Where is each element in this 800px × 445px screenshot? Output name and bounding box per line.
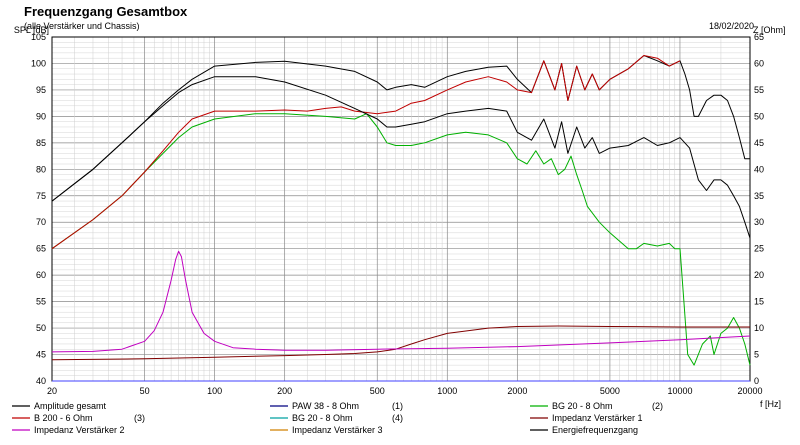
y-tick-label: 75	[36, 191, 46, 201]
y2-tick-label: 45	[754, 138, 764, 148]
y-tick-label: 85	[36, 138, 46, 148]
legend-label-5: BG 20 - 8 Ohm	[292, 413, 353, 423]
x-tick-label: 20000	[737, 386, 762, 396]
y2-tick-label: 0	[754, 376, 759, 386]
x-tick-label: 20	[47, 386, 57, 396]
y2-tick-label: 65	[754, 32, 764, 42]
y-tick-label: 70	[36, 217, 46, 227]
series-line-7	[51, 250, 751, 353]
series-line-4	[51, 55, 681, 250]
series-line-1	[51, 55, 750, 202]
grid-lines	[51, 36, 751, 382]
chart-title: Frequenzgang Gesamtbox	[24, 4, 188, 19]
series-line-3	[51, 113, 751, 366]
y2-axis-label: Z [Ohm]	[753, 25, 786, 35]
y-tick-label: 45	[36, 350, 46, 360]
y2-tick-label: 60	[754, 58, 764, 68]
y-tick-label: 105	[31, 32, 46, 42]
y-tick-label: 80	[36, 164, 46, 174]
y-tick-label: 65	[36, 244, 46, 254]
legend-suffix-2: (1)	[392, 401, 403, 411]
y2-tick-label: 25	[754, 244, 764, 254]
y2-tick-label: 55	[754, 85, 764, 95]
y2-tick-label: 20	[754, 270, 764, 280]
x-tick-label: 100	[207, 386, 222, 396]
legend-suffix-3: (2)	[652, 401, 663, 411]
legend-suffix-4: (3)	[134, 413, 145, 423]
x-tick-label: 10000	[667, 386, 692, 396]
y2-tick-label: 5	[754, 350, 759, 360]
y2-tick-label: 35	[754, 191, 764, 201]
x-tick-label: 2000	[507, 386, 527, 396]
legend-suffix-5: (4)	[392, 413, 403, 423]
x-tick-label: 500	[370, 386, 385, 396]
x-axis-label: f [Hz]	[760, 399, 781, 409]
x-tick-label: 5000	[600, 386, 620, 396]
y-tick-label: 50	[36, 323, 46, 333]
x-tick-label: 200	[277, 386, 292, 396]
axis-labels: 40 45 50 55 60 65 70 75 80 85 90 95 100 105 0 5 10 15 20 25…	[14, 25, 786, 409]
plot-frame	[51, 36, 751, 382]
legend-label-6: Impedanz Verstärker 1	[552, 413, 643, 423]
y2-tick-label: 10	[754, 323, 764, 333]
y-tick-label: 55	[36, 297, 46, 307]
y2-tick-label: 50	[754, 111, 764, 121]
y-tick-label: 40	[36, 376, 46, 386]
legend-label-9: Energiefrequenzgang	[552, 425, 638, 435]
y-tick-label: 60	[36, 270, 46, 280]
y-tick-label: 100	[31, 58, 46, 68]
series-layer	[51, 55, 751, 382]
y-axis-label: SPL [dB]	[14, 25, 49, 35]
x-tick-label: 50	[140, 386, 150, 396]
y-tick-label: 90	[36, 111, 46, 121]
series-line-6	[51, 325, 750, 361]
legend-label-7: Impedanz Verstärker 2	[34, 425, 125, 435]
legend-label-1: Amplitude gesamt	[34, 401, 107, 411]
y2-tick-label: 15	[754, 297, 764, 307]
chart-subtitle: (alle Verstärker und Chassis)	[24, 21, 140, 31]
x-tick-label: 1000	[437, 386, 457, 396]
legend-label-4: B 200 - 6 Ohm	[34, 413, 93, 423]
legend-label-8: Impedanz Verstärker 3	[292, 425, 383, 435]
y-tick-label: 95	[36, 85, 46, 95]
legend-label-2: PAW 38 - 8 Ohm	[292, 401, 359, 411]
y2-tick-label: 30	[754, 217, 764, 227]
legend: Amplitude gesamt PAW 38 - 8 Ohm (1) BG 20 -…	[12, 401, 663, 435]
legend-label-3: BG 20 - 8 Ohm	[552, 401, 613, 411]
y2-tick-label: 40	[754, 164, 764, 174]
series-line-9	[51, 76, 751, 239]
chart-date: 18/02/2020	[708, 21, 754, 31]
